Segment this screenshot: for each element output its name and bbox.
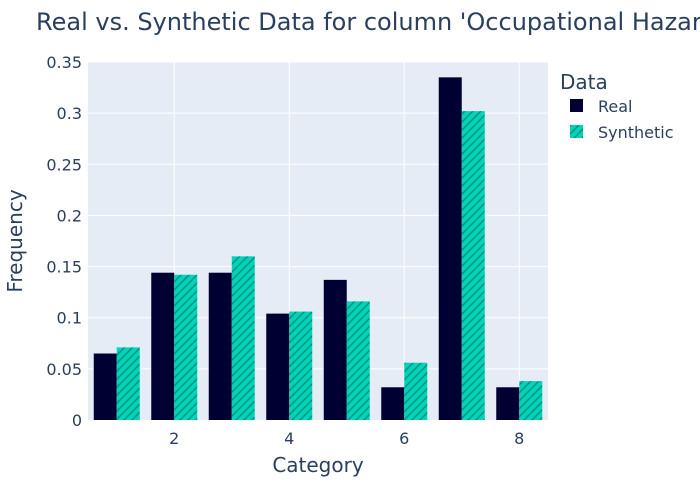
bar-real-7[interactable] <box>438 77 462 420</box>
legend-label-real: Real <box>598 97 633 116</box>
bar-synthetic-4[interactable] <box>289 311 313 420</box>
legend-item-synthetic[interactable]: Synthetic <box>570 123 674 142</box>
bar-real-2[interactable] <box>151 272 175 420</box>
gridlines <box>88 61 548 420</box>
bar-synthetic-6[interactable] <box>404 362 428 420</box>
bar-synthetic-5[interactable] <box>346 301 370 420</box>
legend-swatch-real <box>570 99 583 112</box>
y-tick-label: 0.1 <box>57 309 82 328</box>
x-tick-label: 8 <box>514 429 524 448</box>
y-tick-label: 0 <box>72 411 82 430</box>
x-axis-ticks: 2 4 6 8 <box>169 429 524 448</box>
bar-real-6[interactable] <box>381 387 405 420</box>
bar-synthetic-8[interactable] <box>519 381 543 420</box>
x-axis-title: Category <box>272 453 364 477</box>
bar-real-4[interactable] <box>266 313 290 420</box>
y-tick-label: 0.35 <box>46 53 82 72</box>
bar-synthetic-2[interactable] <box>174 274 198 420</box>
y-axis-title: Frequency <box>3 189 27 292</box>
bar-real-1[interactable] <box>93 353 117 420</box>
bar-synthetic-7[interactable] <box>461 111 485 421</box>
legend-label-synthetic: Synthetic <box>598 123 674 142</box>
bar-synthetic-1[interactable] <box>116 347 140 420</box>
y-axis-ticks: 0 0.05 0.1 0.15 0.2 0.25 0.3 0.35 <box>46 53 82 430</box>
y-tick-label: 0.3 <box>57 104 82 123</box>
legend-swatch-synthetic <box>570 125 583 138</box>
bar-real-3[interactable] <box>208 272 232 420</box>
bars <box>93 77 543 421</box>
x-tick-label: 2 <box>169 429 179 448</box>
y-tick-label: 0.05 <box>46 360 82 379</box>
legend-item-real[interactable]: Real <box>570 97 633 116</box>
chart-title: Real vs. Synthetic Data for column 'Occu… <box>36 8 700 36</box>
x-tick-label: 6 <box>399 429 409 448</box>
y-tick-label: 0.15 <box>46 258 82 277</box>
bar-real-8[interactable] <box>496 387 520 420</box>
legend-title: Data <box>560 70 608 94</box>
y-tick-label: 0.25 <box>46 155 82 174</box>
x-tick-label: 4 <box>284 429 294 448</box>
bar-real-5[interactable] <box>323 279 347 420</box>
bar-synthetic-3[interactable] <box>231 256 255 420</box>
legend: Data Real Synthetic <box>560 70 674 142</box>
y-tick-label: 0.2 <box>57 206 82 225</box>
